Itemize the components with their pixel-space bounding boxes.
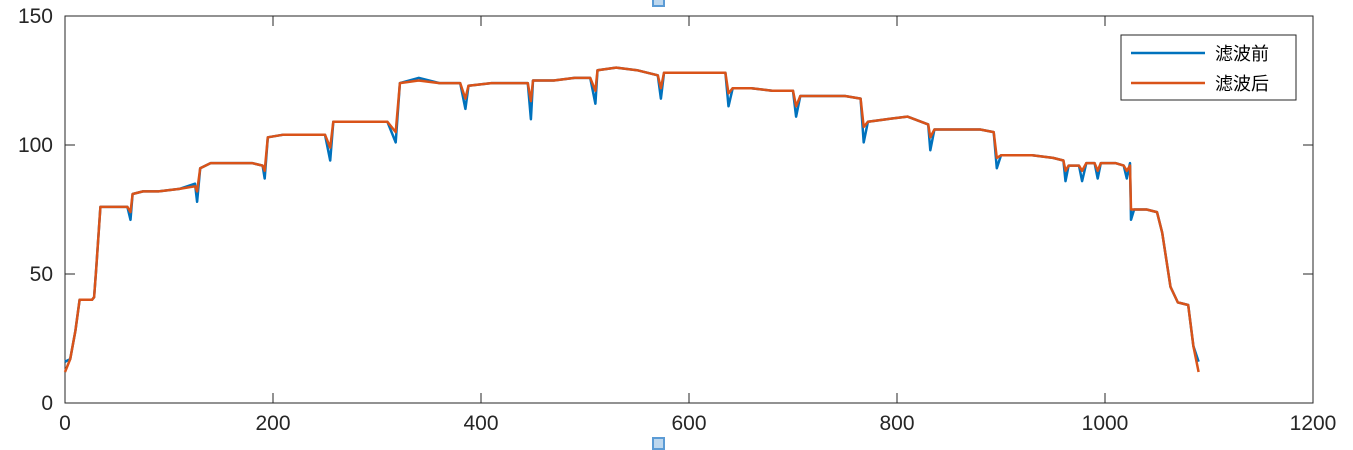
legend-box — [1120, 34, 1297, 101]
x-tick-label: 1200 — [1290, 412, 1337, 435]
series-line-after-filter — [63, 66, 1200, 373]
x-tick-label: 400 — [463, 412, 498, 435]
x-tick-label: 800 — [879, 412, 914, 435]
y-tick-label: 150 — [18, 5, 53, 28]
legend-label-before: 滤波前 — [1215, 44, 1269, 65]
bottom-resize-handle[interactable] — [652, 437, 665, 450]
y-tick-label: 0 — [41, 392, 53, 415]
axis-ticks: 0 200 400 600 800 1000 1200 0 50 100 150 — [18, 5, 1336, 435]
top-resize-handle[interactable] — [652, 0, 665, 7]
x-tick-label: 1000 — [1082, 412, 1129, 435]
plot-area — [64, 15, 1314, 404]
x-tick-label: 0 — [59, 412, 71, 435]
y-tick-label: 100 — [18, 134, 53, 157]
x-tick-label: 600 — [671, 412, 706, 435]
series-lines — [63, 66, 1200, 373]
legend: 滤波前 滤波后 — [1120, 34, 1297, 101]
x-tick-label: 200 — [255, 412, 290, 435]
legend-label-after: 滤波后 — [1215, 74, 1269, 95]
y-tick-label: 50 — [30, 263, 53, 286]
